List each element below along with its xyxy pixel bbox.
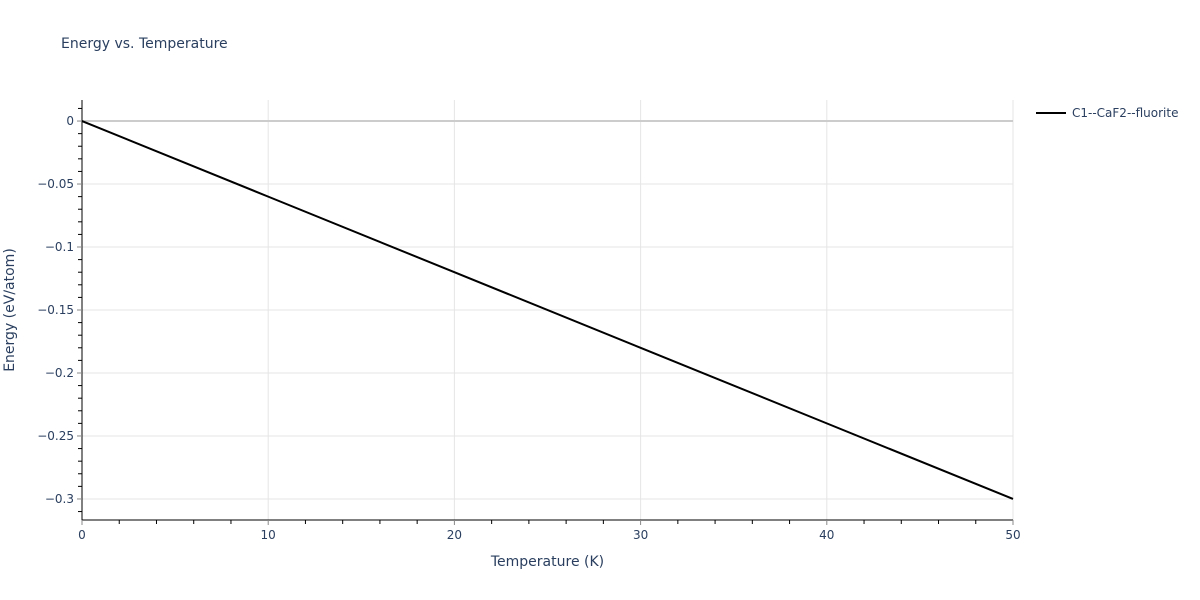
x-tick-label: 30 [633, 528, 648, 542]
y-axis-title: Energy (eV/atom) [2, 248, 18, 372]
legend-line-icon [1036, 112, 1066, 114]
x-tick-label: 40 [819, 528, 834, 542]
x-tick-label: 20 [447, 528, 462, 542]
legend-label: C1--CaF2--fluorite [1072, 106, 1179, 120]
y-tick-label: −0.3 [45, 492, 74, 506]
x-tick-label: 10 [261, 528, 276, 542]
y-tick-label: −0.05 [37, 177, 74, 191]
x-tick-label: 50 [1005, 528, 1020, 542]
axes: 0 −0.05 −0.1 −0.15 −0.2 −0.25 −0.3 0 10 20 30 40 50 [37, 100, 1021, 542]
series-line[interactable] [81, 120, 1014, 500]
x-axis-title: Temperature (K) [490, 554, 605, 570]
series-lines[interactable] [81, 120, 1014, 500]
y-tick-label: −0.25 [37, 429, 74, 443]
x-tick-label: 0 [78, 528, 86, 542]
chart-title: Energy vs. Temperature [61, 36, 228, 52]
y-tick-label: −0.1 [45, 240, 74, 254]
y-tick-label: −0.2 [45, 366, 74, 380]
y-tick-label: −0.15 [37, 303, 74, 317]
legend-item[interactable]: C1--CaF2--fluorite [1036, 106, 1178, 120]
y-tick-label: 0 [66, 114, 74, 128]
